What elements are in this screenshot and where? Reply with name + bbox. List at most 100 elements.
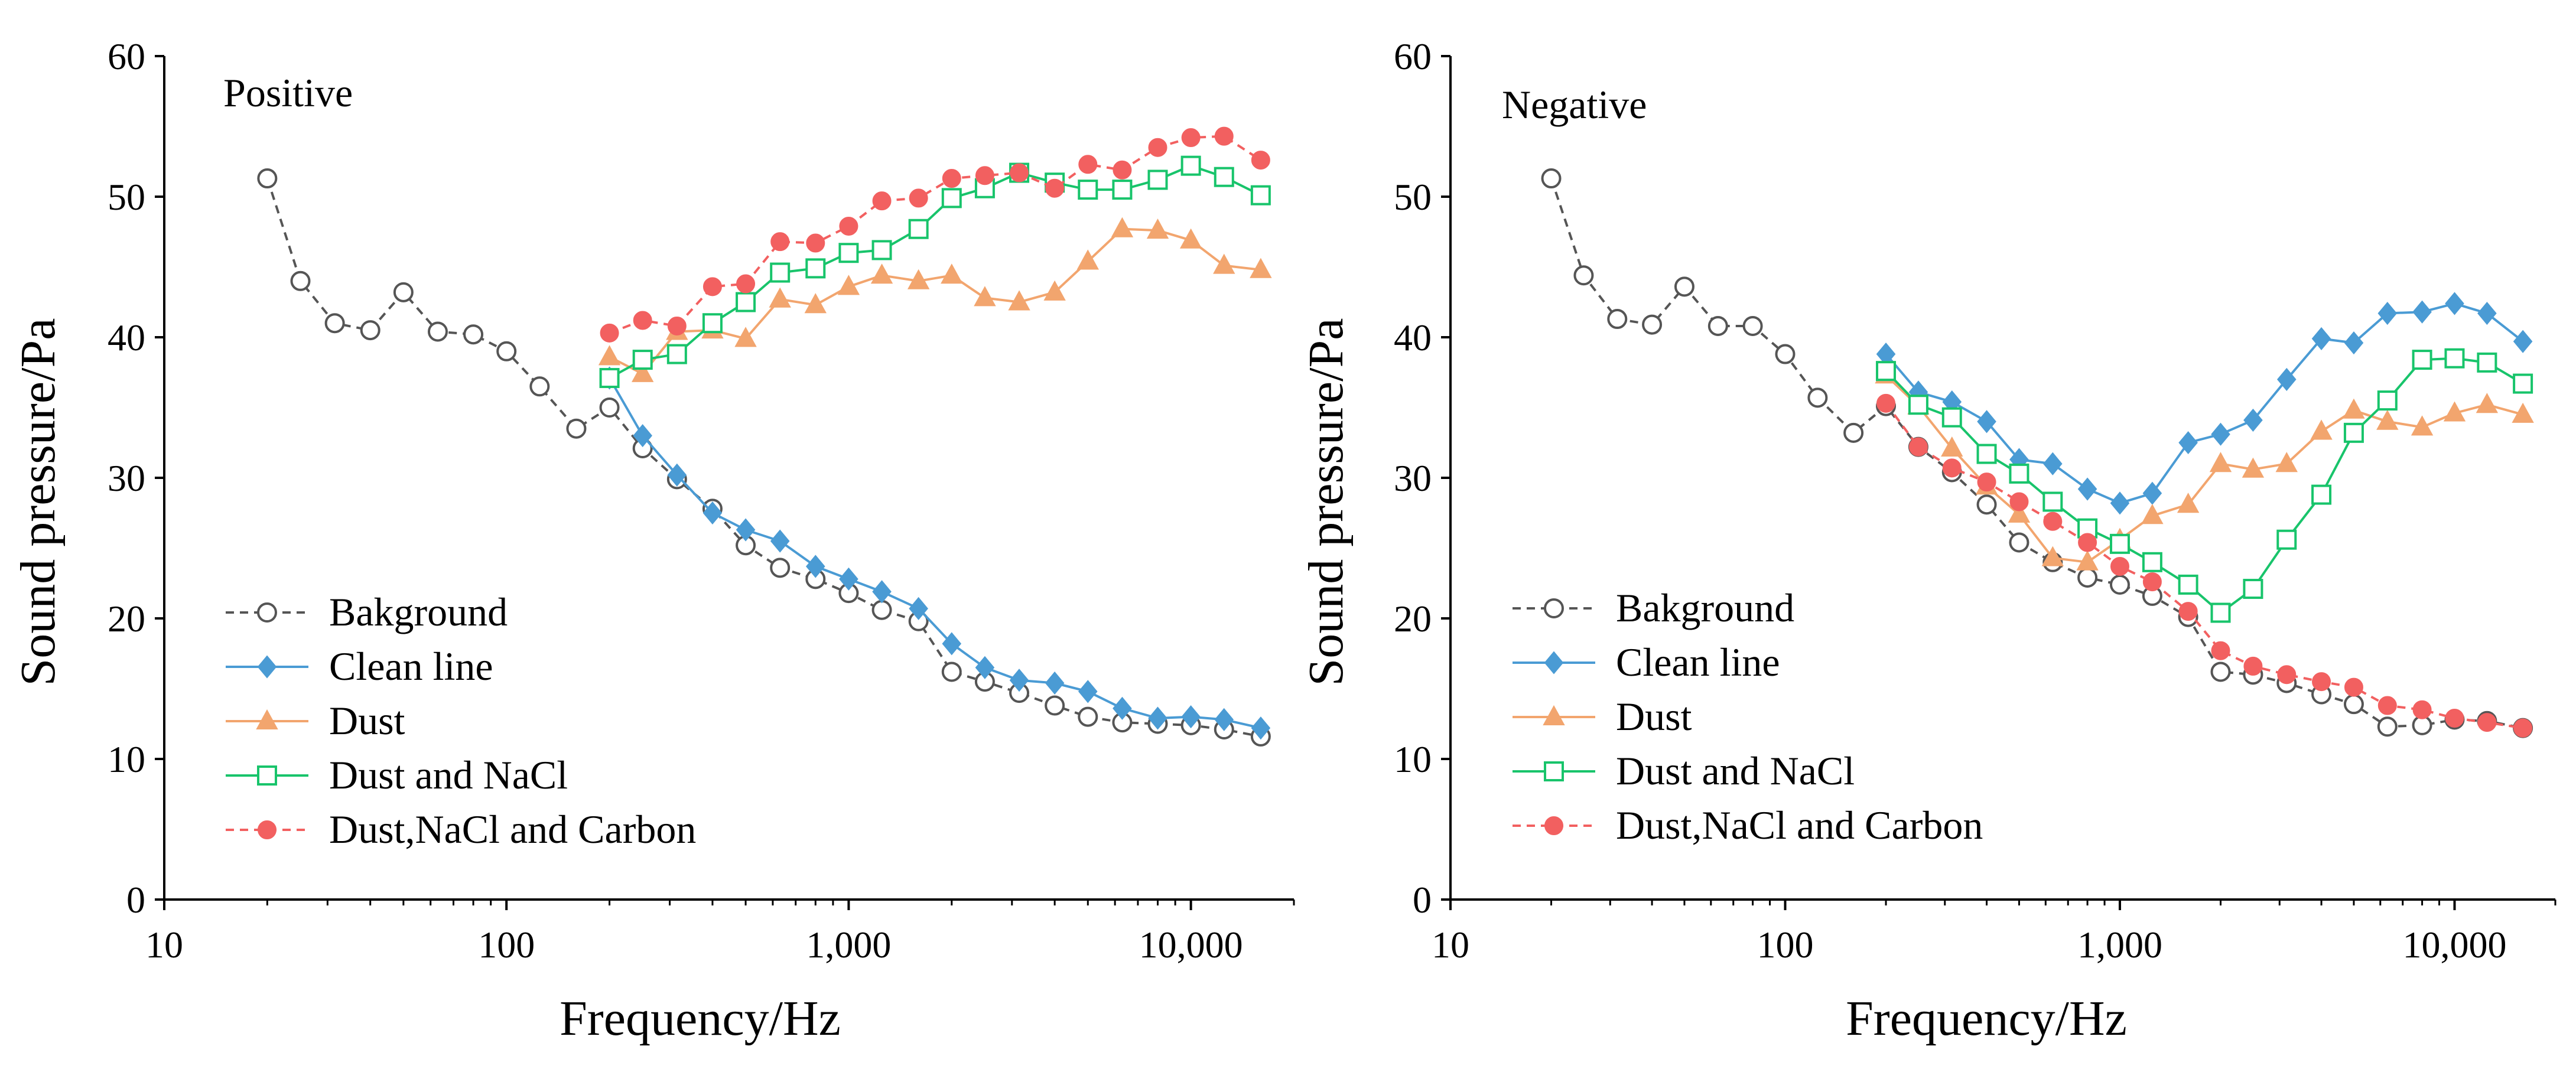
data-point [2178, 602, 2198, 621]
data-point [2077, 477, 2097, 501]
data-point [702, 277, 722, 296]
data-point [1076, 249, 1099, 270]
x-axis-title: Frequency/Hz [1846, 991, 2127, 1046]
data-point [2443, 401, 2466, 422]
data-point [2141, 504, 2164, 524]
y-tick-label: 30 [1394, 457, 1432, 499]
data-point [1078, 706, 1098, 727]
data-point [909, 188, 928, 208]
series-bakground [257, 168, 1271, 747]
data-point [1976, 444, 1997, 464]
data-point [871, 599, 892, 620]
data-point [1213, 253, 1235, 274]
data-point [427, 321, 448, 342]
data-point [2343, 694, 2364, 715]
data-point [2211, 422, 2230, 446]
data-point [2077, 567, 2098, 588]
legend-marker [1544, 761, 1564, 781]
data-point [941, 188, 962, 208]
data-point [1045, 178, 1065, 198]
data-point [2477, 352, 2497, 373]
x-tick-label: 10,000 [2402, 924, 2506, 966]
data-point [2078, 533, 2097, 552]
x-axis-title: Frequency/Hz [560, 991, 841, 1046]
data-point [566, 418, 587, 439]
y-tick-label: 50 [108, 176, 145, 218]
data-point [2445, 292, 2464, 315]
data-point [1146, 219, 1169, 239]
legend-marker [1544, 598, 1564, 618]
data-point [1214, 708, 1234, 731]
data-point [975, 656, 995, 679]
data-point [463, 324, 484, 345]
y-tick-label: 0 [126, 879, 145, 921]
data-point [1707, 315, 1728, 336]
data-point [871, 240, 892, 260]
y-tick-label: 20 [108, 598, 145, 640]
data-point [529, 376, 550, 397]
data-point [1078, 180, 1098, 200]
legend-item: Dust,NaCl and Carbon [226, 807, 696, 852]
data-point [2009, 492, 2029, 511]
y-tick-label: 0 [1413, 879, 1432, 921]
data-point [667, 463, 687, 487]
data-point [941, 263, 963, 284]
y-tick-label: 60 [1394, 35, 1432, 77]
legend-label: Bakground [1616, 585, 1794, 630]
x-tick-label: 10 [1432, 924, 1469, 966]
data-point [2009, 463, 2029, 484]
series-line [609, 164, 1261, 379]
data-point [2513, 373, 2533, 394]
data-point [324, 313, 345, 334]
data-point [496, 341, 517, 361]
data-point [2377, 716, 2398, 737]
data-point [2477, 301, 2497, 325]
data-point [1180, 155, 1201, 176]
data-point [734, 327, 757, 347]
data-point [632, 350, 653, 370]
data-point [1250, 258, 1272, 278]
data-point [1607, 309, 1628, 330]
legend-item: Clean line [226, 644, 493, 689]
data-point [804, 293, 827, 314]
data-point [2344, 331, 2364, 355]
data-point [2211, 641, 2230, 660]
legend-item: Dust and NaCl [226, 752, 568, 797]
data-point [942, 169, 961, 188]
chart-panel-negative: Negative Sound pressure/Pa Frequency/Hz … [1299, 35, 2557, 1046]
data-point [1742, 315, 1763, 336]
data-point [2513, 718, 2533, 738]
data-point [290, 271, 311, 291]
data-point [770, 558, 791, 578]
data-point [702, 313, 723, 334]
data-point [633, 311, 652, 330]
legend-label: Dust and NaCl [329, 752, 568, 797]
data-point [1941, 436, 1963, 457]
legend-item: Bakground [226, 589, 508, 634]
data-point [770, 232, 790, 252]
data-point [2178, 431, 2198, 455]
data-point [1642, 314, 1663, 335]
data-point [2043, 511, 2063, 531]
legend-label: Clean line [1616, 640, 1780, 685]
series-dust-nacl-and-carbon [1876, 393, 2533, 738]
data-point [2311, 327, 2331, 350]
data-point [908, 219, 929, 239]
y-tick-label: 30 [108, 457, 145, 499]
series-dust-and-nacl [599, 155, 1271, 389]
data-point [2210, 602, 2231, 623]
data-point [2275, 452, 2298, 473]
data-point [838, 243, 859, 263]
data-point [600, 323, 619, 343]
legend-item: Dust,NaCl and Carbon [1513, 803, 1983, 848]
legend-item: Bakground [1513, 585, 1794, 630]
x-tick-label: 1,000 [2077, 924, 2162, 966]
data-point [2477, 713, 2497, 732]
data-point [1113, 696, 1132, 720]
data-point [770, 529, 790, 553]
series-line [1885, 374, 2523, 563]
x-tick-label: 100 [1757, 924, 1813, 966]
data-point [1251, 151, 1270, 170]
